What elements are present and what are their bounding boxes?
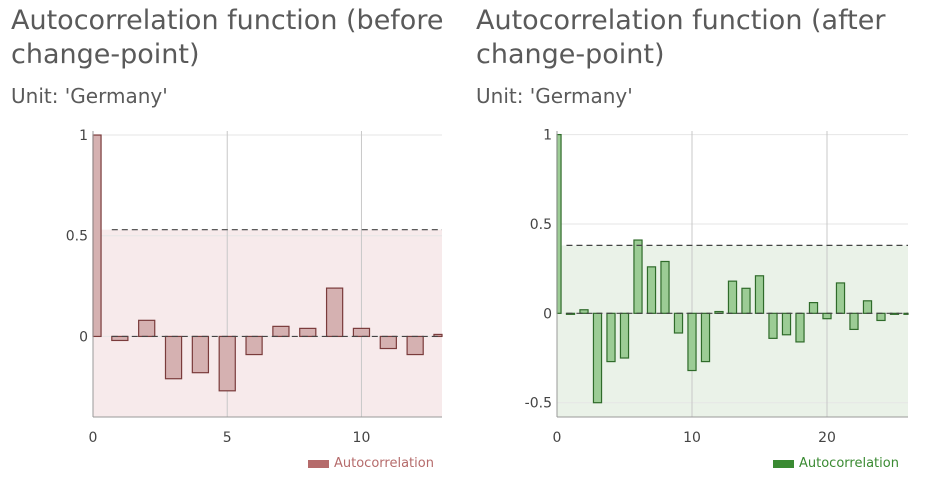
chart-subtitle: Unit: 'Germany' (11, 84, 168, 108)
y-tick-label: 0.5 (530, 217, 552, 233)
legend-swatch (773, 459, 794, 468)
bar-lag-11 (700, 312, 711, 363)
chart-title: Autocorrelation function (before change-… (11, 5, 444, 70)
bar-lag-10 (352, 327, 371, 338)
acf-after-chart: 1 0.5 0 -0.5 0 10 20 (525, 128, 909, 446)
bar-lag-9 (325, 287, 344, 338)
bar-lag-0 (556, 133, 562, 314)
legend-label: Autocorrelation (334, 456, 434, 471)
x-tick-label: 0 (89, 430, 98, 446)
bar-lag-20 (822, 312, 832, 320)
acf-after-panel: Autocorrelation function (after change-p… (465, 0, 930, 483)
bar-lag-7 (646, 266, 657, 314)
bar-lag-2 (579, 309, 589, 314)
bar-lag-18 (795, 312, 805, 343)
bar-lag-4 (191, 335, 210, 374)
y-tick-label: 0 (79, 329, 88, 345)
bar-lag-11 (379, 335, 397, 350)
bar-lag-4 (606, 312, 616, 363)
bar-lag-19 (808, 302, 819, 314)
bar-lag-7 (272, 325, 290, 338)
legend-label: Autocorrelation (799, 456, 899, 471)
bar-lag-15 (754, 275, 765, 314)
y-tick-label: 1 (79, 128, 88, 144)
bar-lag-9 (673, 312, 684, 334)
bar-lag-0 (92, 134, 102, 338)
bar-lag-24 (876, 312, 886, 322)
y-tick-label: 0.5 (66, 229, 88, 245)
chart-legend[interactable]: Autocorrelation (773, 456, 899, 471)
bar-lag-22 (849, 312, 859, 331)
y-tick-label: 1 (543, 128, 552, 144)
bar-lag-13 (727, 280, 738, 314)
bar-lag-13 (433, 333, 443, 338)
bar-lag-3 (592, 312, 603, 404)
x-tick-label: 10 (353, 430, 371, 446)
x-tick-label: 5 (223, 430, 232, 446)
chart-legend[interactable]: Autocorrelation (308, 456, 434, 471)
x-tick-label: 20 (818, 430, 836, 446)
y-tick-label: 0 (543, 306, 552, 322)
bar-lag-21 (835, 282, 846, 314)
bar-lag-3 (164, 335, 183, 380)
bar-lag-12 (406, 335, 424, 356)
x-tick-label: 10 (683, 430, 701, 446)
y-tick-label: -0.5 (525, 396, 552, 412)
bar-lag-23 (862, 300, 873, 314)
bar-lag-6 (245, 335, 263, 356)
bar-lag-14 (741, 287, 751, 314)
chart-title: Autocorrelation function (after change-p… (476, 5, 886, 70)
bar-lag-16 (768, 312, 778, 339)
bar-lag-5 (619, 312, 630, 359)
acf-before-chart: 1 0.5 0 0 5 10 (66, 128, 443, 446)
x-tick-label: 0 (553, 430, 562, 446)
bar-lag-2 (138, 319, 156, 338)
legend-swatch (308, 459, 329, 468)
bar-lag-1 (111, 335, 129, 342)
bar-lag-8 (299, 327, 317, 338)
bar-lag-10 (687, 312, 697, 372)
chart-subtitle: Unit: 'Germany' (476, 84, 633, 108)
bar-lag-8 (660, 260, 670, 314)
bar-lag-5 (218, 335, 236, 392)
bar-lag-6 (633, 239, 643, 314)
bar-lag-17 (781, 312, 792, 336)
acf-before-panel: Autocorrelation function (before change-… (11, 5, 444, 471)
